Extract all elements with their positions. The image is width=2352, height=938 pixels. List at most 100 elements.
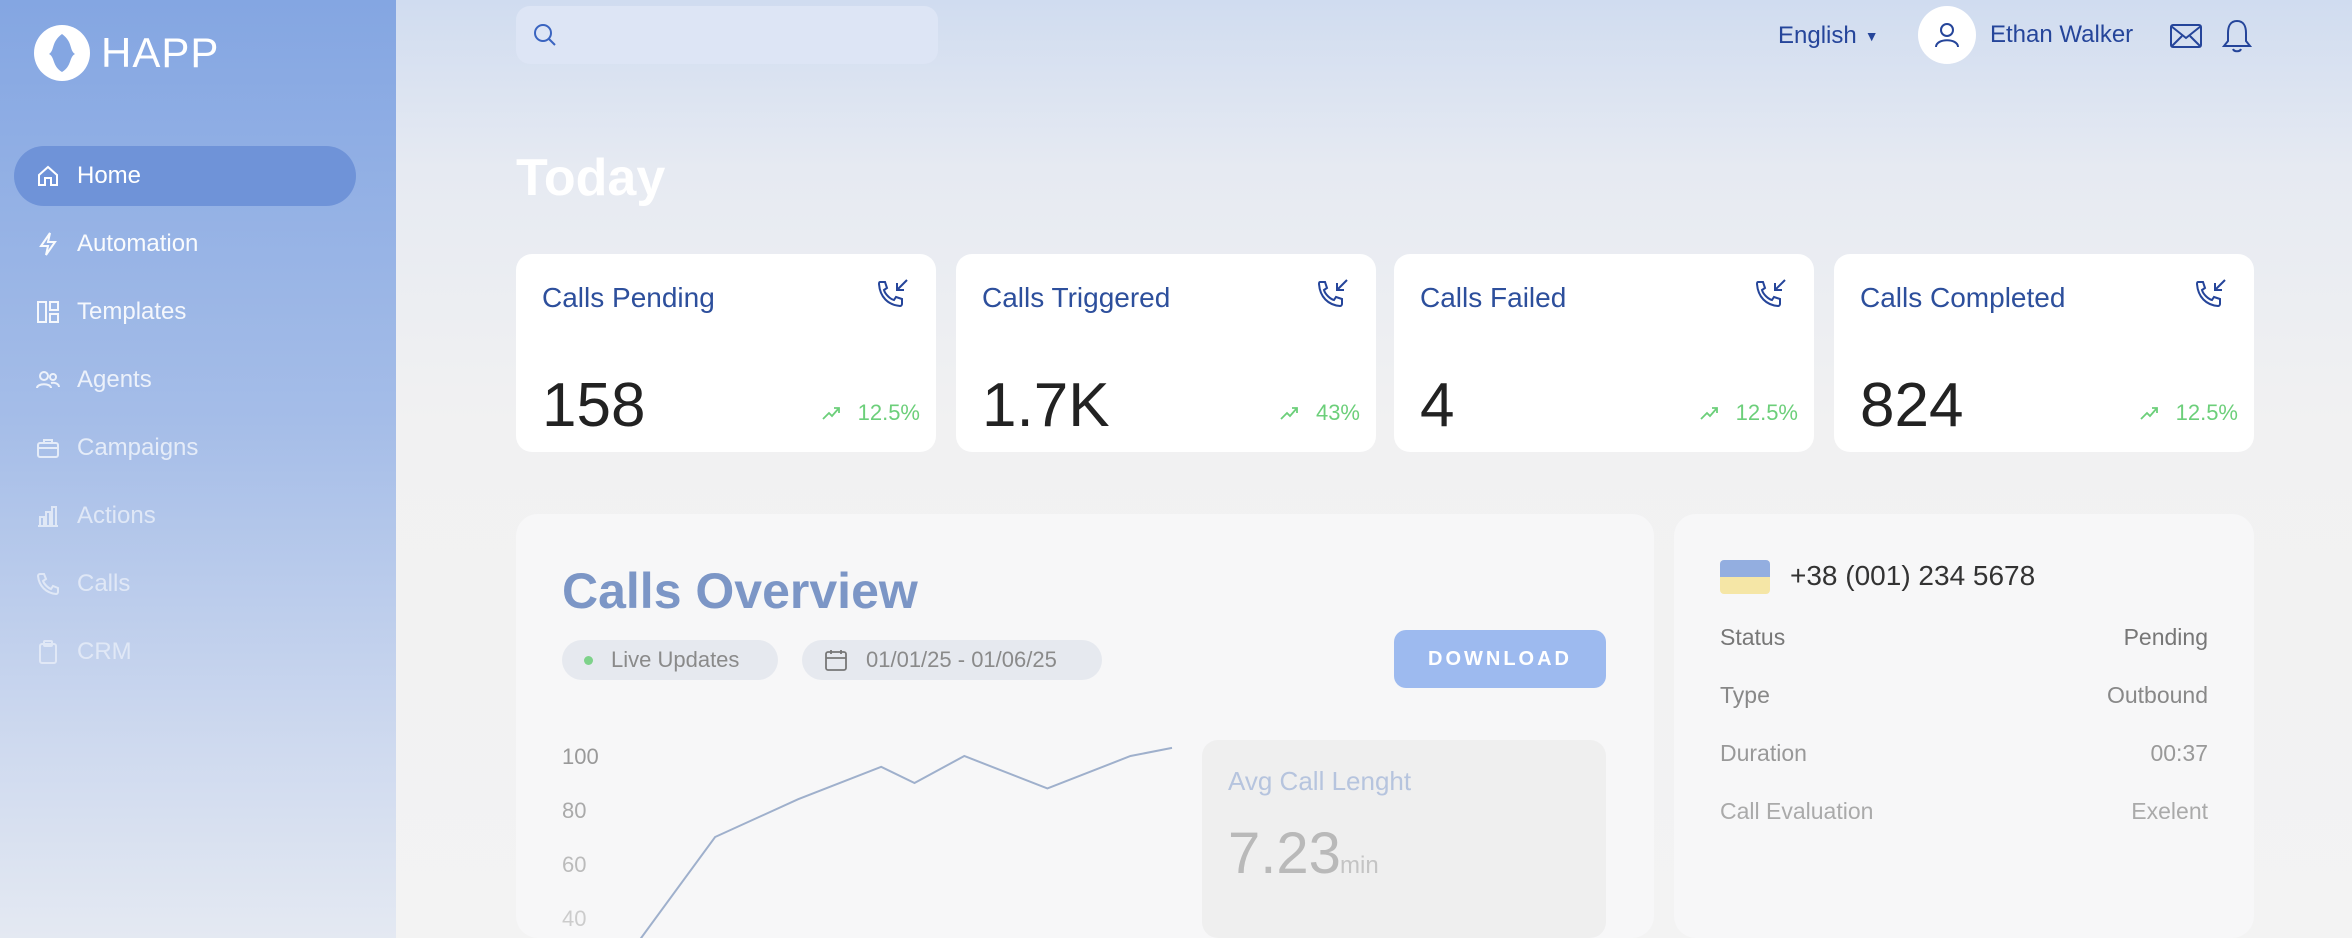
avg-call-length-card: Avg Call Lenght 7.23 min (1202, 740, 1606, 938)
y-tick-label: 60 (562, 852, 586, 877)
sidebar-item-home[interactable]: Home (14, 146, 356, 206)
avatar[interactable] (1918, 6, 1976, 64)
avg-call-length-label: Avg Call Lenght (1228, 766, 1412, 796)
calendar-icon (825, 650, 847, 671)
sidebar-item-label: Automation (77, 230, 199, 257)
chart-icon (35, 503, 61, 529)
stat-trend: 12.5% (821, 400, 920, 426)
phone-icon (35, 571, 61, 597)
sidebar-item-label: Agents (77, 366, 152, 393)
user-icon (1935, 23, 1959, 48)
overview-title: Calls Overview (562, 563, 918, 619)
app-logo[interactable]: HAPP (33, 24, 219, 82)
logo-icon (34, 25, 90, 81)
series-line (639, 746, 1173, 938)
detail-key: Call Evaluation (1720, 798, 1874, 824)
sidebar-item-automation[interactable]: Automation (14, 214, 356, 274)
avg-call-length-unit: min (1340, 852, 1379, 879)
date-range-label: 01/01/25 - 01/06/25 (866, 647, 1057, 672)
trend-up-icon (821, 407, 840, 420)
stat-value: 158 (542, 371, 646, 440)
search-icon (534, 24, 556, 46)
sidebar-item-calls[interactable]: Calls (14, 554, 356, 614)
layout-icon (35, 299, 61, 325)
app-name: HAPP (101, 29, 220, 76)
mail-icon[interactable] (2169, 22, 2203, 50)
detail-value: Outbound (2106, 682, 2208, 708)
user-menu[interactable]: Ethan Walker (1918, 6, 2133, 64)
detail-key: Type (1720, 682, 1770, 708)
detail-row-duration: Duration 00:37 (1720, 740, 2208, 767)
sidebar-item-templates[interactable]: Templates (14, 282, 356, 342)
detail-row-status: Status Pending (1720, 624, 2208, 651)
sidebar-item-label: Templates (77, 298, 187, 325)
stat-value: 1.7K (982, 371, 1110, 440)
detail-value: Pending (2123, 624, 2208, 650)
language-selector[interactable]: English ▼ (1778, 22, 1879, 50)
calls-line-chart: 100 80 60 40 (562, 744, 1173, 938)
sidebar-item-label: Calls (77, 570, 131, 597)
sidebar-item-label: Home (77, 162, 142, 189)
stat-card-calls-pending[interactable]: Calls Pending 158 12.5% (516, 254, 936, 452)
sidebar-item-campaigns[interactable]: Campaigns (14, 418, 356, 478)
stat-label: Calls Triggered (982, 282, 1171, 313)
trend-up-icon (2139, 407, 2158, 420)
detail-key: Status (1720, 624, 1786, 650)
stat-label: Calls Failed (1420, 282, 1567, 313)
calls-overview-panel: Calls Overview Live Updates 01/01/25 - 0… (516, 514, 1654, 938)
stat-label: Calls Completed (1860, 282, 2066, 313)
stat-card-calls-failed[interactable]: Calls Failed 4 12.5% (1394, 254, 1814, 452)
sidebar-item-agents[interactable]: Agents (14, 350, 356, 410)
trend-up-icon (1699, 407, 1718, 420)
search-bar[interactable] (516, 6, 938, 64)
detail-row-call-evaluation: Call Evaluation Exelent (1720, 798, 2208, 825)
users-icon (35, 367, 61, 393)
stat-value: 824 (1860, 371, 1964, 440)
detail-value: Exelent (2131, 798, 2208, 824)
page-title: Today (516, 149, 666, 207)
detail-value: 00:37 (2150, 740, 2208, 766)
sidebar-item-actions[interactable]: Actions (14, 486, 356, 546)
stat-trend: 12.5% (2139, 400, 2238, 426)
stat-card-calls-triggered[interactable]: Calls Triggered 1.7K 43% (956, 254, 1376, 452)
incoming-call-icon (1755, 279, 1786, 308)
stat-card-calls-completed[interactable]: Calls Completed 824 12.5% (1834, 254, 2254, 452)
sidebar-item-label: Campaigns (77, 434, 199, 461)
sidebar-item-crm[interactable]: CRM (14, 622, 356, 682)
detail-key: Duration (1720, 740, 1807, 766)
trend-up-icon (1280, 407, 1298, 420)
y-tick-label: 100 (562, 744, 599, 769)
live-updates-label: Live Updates (611, 647, 740, 672)
live-status-dot (584, 655, 593, 665)
language-label: English (1778, 22, 1857, 49)
user-name: Ethan Walker (1990, 21, 2134, 48)
stat-trend-value: 43% (1315, 400, 1360, 425)
stat-trend: 12.5% (1699, 400, 1798, 426)
call-detail-panel: +38 (001) 234 5678 Status Pending Type O… (1674, 514, 2254, 938)
sidebar-nav: Home Automation Templates Agents Campaig… (14, 146, 356, 690)
sidebar-item-label: CRM (77, 638, 132, 665)
bolt-icon (35, 231, 61, 257)
search-input[interactable] (568, 23, 908, 47)
sidebar: HAPP Home Automation Templates Agents (0, 0, 396, 938)
caret-down-icon: ▼ (1864, 28, 1879, 44)
clipboard-icon (35, 639, 61, 665)
download-button[interactable]: DOWNLOAD (1394, 630, 1606, 688)
stat-trend-value: 12.5% (1735, 400, 1798, 425)
briefcase-icon (35, 435, 61, 461)
home-icon (35, 163, 61, 189)
date-range-picker[interactable]: 01/01/25 - 01/06/25 (802, 640, 1102, 680)
stat-trend-value: 12.5% (2175, 400, 2238, 425)
incoming-call-icon (877, 279, 908, 308)
bell-icon[interactable] (2220, 18, 2254, 54)
live-updates-toggle[interactable]: Live Updates (562, 640, 778, 680)
incoming-call-icon (2195, 279, 2226, 308)
incoming-call-icon (1317, 279, 1348, 308)
stat-trend-value: 12.5% (857, 400, 920, 425)
stat-value: 4 (1420, 371, 1455, 440)
y-tick-label: 40 (562, 906, 586, 931)
stat-trend: 43% (1280, 400, 1360, 426)
y-tick-label: 80 (562, 798, 586, 823)
ukraine-flag-icon (1720, 560, 1770, 594)
sidebar-item-label: Actions (77, 502, 156, 529)
